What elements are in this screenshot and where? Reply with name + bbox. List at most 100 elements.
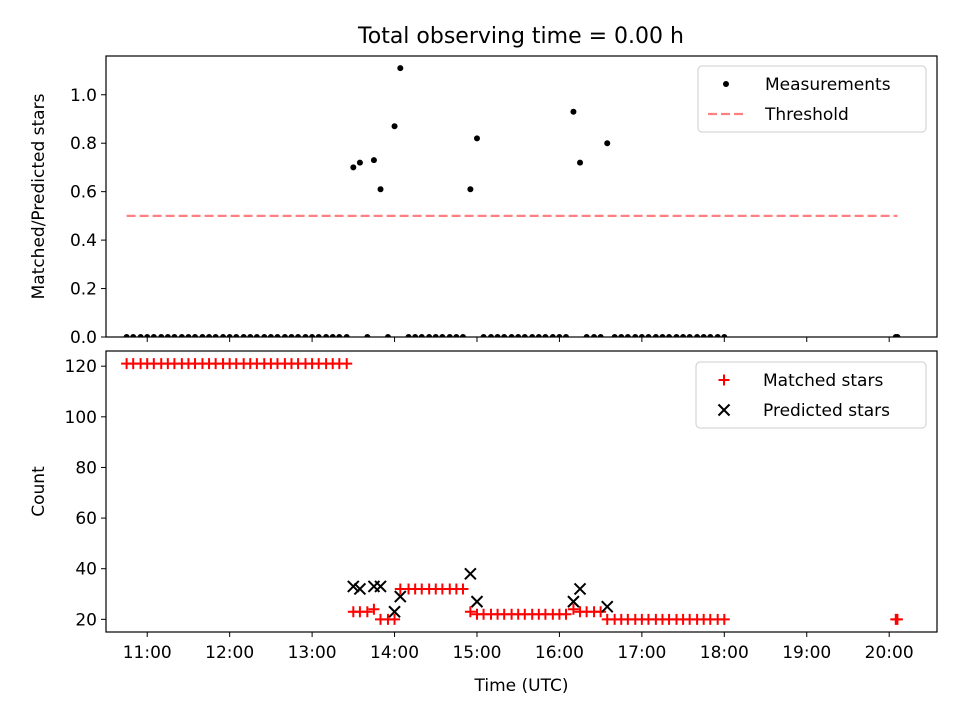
legend-label: Measurements	[765, 75, 891, 95]
predicted-star-marker	[374, 580, 387, 593]
x-tick-label: 17:00	[617, 643, 666, 663]
measurement-point	[343, 334, 350, 337]
measurement-point	[618, 334, 625, 337]
measurement-point	[467, 186, 474, 193]
predicted-star-marker	[567, 595, 580, 608]
legend-label: Predicted stars	[763, 401, 890, 421]
measurement-point	[439, 334, 446, 337]
measurement-point	[247, 334, 254, 337]
x-tick-label: 20:00	[865, 643, 914, 663]
predicted-star-marker	[347, 580, 360, 593]
y-tick-label: 1.0	[70, 86, 97, 106]
chart-title: Total observing time = 0.00 h	[357, 24, 684, 49]
measurement-point	[473, 135, 480, 142]
measurement-point	[542, 334, 549, 337]
panel-1: 0.0 0.2 0.4 0.6 0.8 1.0 Matched/Predicted star…	[29, 55, 938, 348]
y-tick-label: 0.2	[70, 280, 97, 300]
measurement-point	[329, 334, 336, 337]
measurement-point	[323, 334, 330, 337]
measurement-point	[123, 334, 130, 337]
x-tick-label: 15:00	[452, 643, 501, 663]
measurement-point	[652, 334, 659, 337]
matched-star-marker	[891, 613, 903, 625]
measurement-point	[377, 186, 384, 193]
x-tick-label: 14:00	[370, 643, 419, 663]
measurement-point	[261, 334, 268, 337]
y-tick-label: 20	[75, 610, 97, 630]
measurement-point	[391, 123, 398, 130]
measurement-point	[694, 334, 701, 337]
predicted-star-marker	[353, 582, 367, 596]
plot-area	[123, 65, 901, 337]
matched-star-marker	[560, 608, 572, 620]
measurement-point	[233, 334, 240, 337]
x-tick-label: 11:00	[123, 643, 172, 663]
measurement-point	[624, 334, 631, 337]
measurement-point	[700, 334, 707, 337]
y-axis-label: Matched/Predicted stars	[29, 93, 49, 299]
x-tick-label: 12:00	[205, 643, 254, 663]
measurement-point	[494, 334, 501, 337]
measurement-point	[295, 334, 302, 337]
measurement-point	[336, 334, 343, 337]
measurement-point	[680, 334, 687, 337]
measurement-point	[638, 334, 645, 337]
measurement-point	[459, 334, 466, 337]
measurement-point	[199, 334, 206, 337]
y-tick-label: 60	[75, 509, 97, 529]
measurement-point	[632, 334, 639, 337]
y-tick-label: 40	[75, 560, 97, 580]
measurement-point	[206, 334, 213, 337]
matched-star-marker	[595, 606, 607, 618]
measurement-point	[144, 334, 151, 337]
measurement-point	[686, 334, 693, 337]
measurement-point	[150, 334, 157, 337]
predicted-star-marker	[601, 600, 614, 613]
x-tick-label: 19:00	[782, 643, 831, 663]
legend-marker	[718, 374, 730, 386]
measurement-point	[563, 334, 570, 337]
legend-marker	[717, 403, 731, 417]
measurement-point	[397, 65, 404, 72]
measurement-point	[302, 334, 309, 337]
measurement-point	[130, 334, 137, 337]
predicted-star-marker	[388, 605, 401, 618]
measurement-point	[267, 334, 274, 337]
measurement-point	[666, 334, 673, 337]
measurement-point	[570, 108, 577, 115]
x-tick-label: 18:00	[700, 643, 749, 663]
measurement-point	[253, 334, 260, 337]
measurement-point	[220, 334, 227, 337]
measurement-point	[315, 334, 322, 337]
measurement-point	[364, 334, 371, 337]
measurement-point	[192, 334, 199, 337]
measurement-point	[453, 334, 460, 337]
measurement-point	[240, 334, 247, 337]
measurement-point	[659, 334, 666, 337]
legend-box	[697, 65, 927, 133]
measurement-point	[707, 334, 714, 337]
measurement-point	[894, 334, 901, 337]
measurement-point	[274, 334, 281, 337]
measurement-point	[549, 334, 556, 337]
matched-star-marker	[361, 606, 373, 618]
measurement-point	[356, 159, 363, 166]
y-tick-label: 120	[65, 357, 97, 377]
legend-box	[695, 361, 927, 429]
y-tick-label: 0.0	[70, 328, 97, 348]
measurement-point	[583, 334, 590, 337]
predicted-star-marker	[394, 590, 407, 603]
legend: Matched stars Predicted stars	[695, 361, 927, 429]
matched-star-marker	[457, 583, 469, 595]
panel-2: 11:00 12:00 13:00 14:00 15:00 16:00 17:00 18:00…	[29, 350, 938, 696]
y-tick-label: 100	[65, 408, 97, 428]
measurement-point	[281, 334, 288, 337]
measurement-point	[597, 334, 604, 337]
matched-star-marker	[718, 613, 730, 625]
matched-star-marker	[368, 603, 380, 615]
measurement-point	[158, 334, 165, 337]
legend-label: Threshold	[764, 105, 849, 125]
plot-frame	[105, 55, 938, 338]
